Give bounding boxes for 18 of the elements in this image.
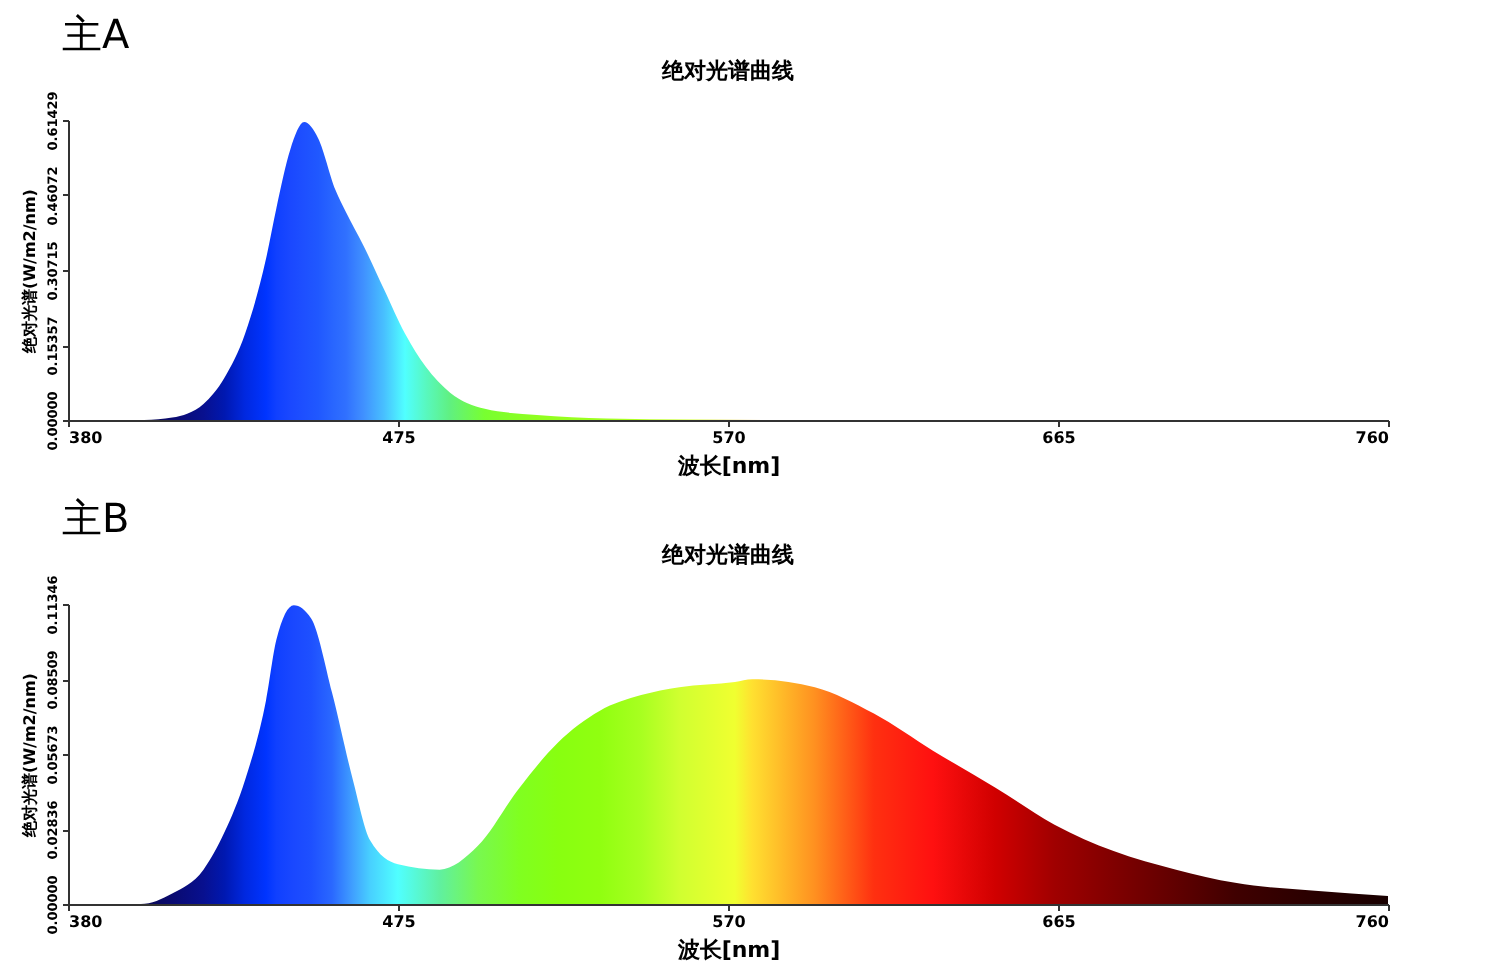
x-tick-label: 380 bbox=[69, 429, 104, 447]
x-tick-label: 760 bbox=[1355, 913, 1390, 931]
x-tick-label: 665 bbox=[1042, 429, 1077, 447]
x-tick-label: 570 bbox=[712, 913, 747, 931]
chart-subtitle: 绝对光谱曲线 bbox=[660, 58, 794, 85]
x-tick-label: 665 bbox=[1042, 913, 1077, 931]
y-axis-title: 绝对光谱(W/m2/nm) bbox=[21, 673, 39, 839]
x-tick-label: 475 bbox=[382, 429, 417, 447]
chart-title: 主A bbox=[62, 10, 130, 59]
x-tick-label: 570 bbox=[712, 429, 747, 447]
y-axis-title: 绝对光谱(W/m2/nm) bbox=[21, 189, 39, 355]
x-tick-label: 760 bbox=[1355, 429, 1390, 447]
x-axis-title: 波长[nm] bbox=[675, 453, 781, 479]
chart-subtitle: 绝对光谱曲线 bbox=[660, 542, 794, 569]
x-axis-title: 波长[nm] bbox=[675, 937, 781, 963]
x-tick-label: 475 bbox=[382, 913, 417, 931]
x-tick-label: 380 bbox=[69, 913, 104, 931]
chart-title: 主B bbox=[62, 494, 130, 543]
